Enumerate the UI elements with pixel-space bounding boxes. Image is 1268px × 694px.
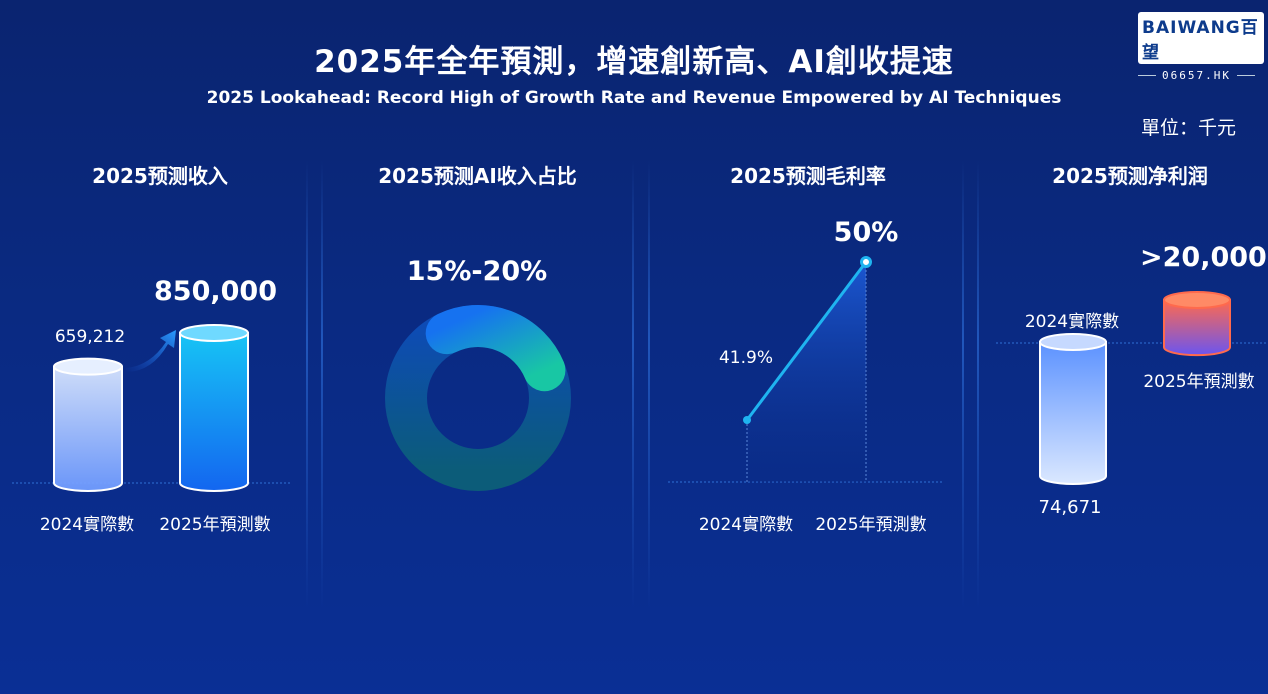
- ticker-symbol: 06657.HK: [1162, 69, 1231, 82]
- revenue-2024-value: 659,212: [54, 327, 126, 347]
- margin-area: [747, 262, 866, 482]
- ai-share-value: 15%-20%: [406, 256, 548, 287]
- profit-chart: [996, 291, 1268, 485]
- page-subtitle: 2025 Lookahead: Record High of Growth Ra…: [206, 88, 1062, 108]
- profit-section-title: 2025预测净利润: [1052, 164, 1208, 188]
- revenue-bar-0-body: [53, 365, 123, 492]
- growth-arrow-icon: [126, 330, 176, 372]
- profit-bar-0-body: [1039, 341, 1107, 485]
- profit-2025-value: >20,000: [1140, 242, 1267, 273]
- revenue-section-title: 2025预测收入: [92, 164, 228, 188]
- revenue-bar-1-top: [179, 324, 249, 342]
- margin-point-2025: [860, 256, 872, 268]
- ticker-line: 06657.HK: [1138, 69, 1264, 82]
- section-divider: [962, 160, 964, 610]
- revenue-x-label-2025: 2025年預測數: [159, 515, 271, 535]
- margin-line: [745, 261, 868, 421]
- brand-logo: BAIWANG百望 06657.HK: [1138, 12, 1264, 82]
- profit-x-label-2025: 2025年預測數: [1143, 372, 1255, 392]
- section-divider: [632, 160, 634, 610]
- margin-2025-value: 50%: [833, 217, 899, 248]
- section-divider: [306, 160, 308, 610]
- profit-x-label-2024: 2024實際數: [1024, 312, 1120, 332]
- revenue-bar-1-body: [179, 332, 249, 492]
- profit-bar-1-body: [1163, 299, 1231, 357]
- ticker-rule-right: [1236, 75, 1255, 76]
- revenue-bar-1: [179, 324, 249, 492]
- revenue-chart: [12, 324, 290, 492]
- profit-bar-0-top: [1039, 333, 1107, 351]
- brand-logo-mark: BAIWANG百望: [1138, 12, 1264, 64]
- section-divider: [977, 160, 979, 610]
- profit-bar-1: [1163, 291, 1231, 357]
- profit-bar-1-top: [1163, 291, 1231, 309]
- margin-point-2024: [743, 416, 751, 424]
- section-divider: [648, 160, 650, 610]
- profit-bar-0: [1039, 333, 1107, 485]
- unit-label: 單位：千元: [1140, 117, 1236, 139]
- margin-chart: [668, 256, 944, 483]
- revenue-bar-0: [53, 357, 123, 492]
- ai-share-section-title: 2025预测AI收入占比: [378, 164, 577, 188]
- revenue-bar-0-top: [53, 357, 123, 376]
- revenue-2025-value: 850,000: [154, 276, 277, 307]
- section-divider: [321, 160, 323, 610]
- brand-name: BAIWANG: [1142, 18, 1241, 38]
- brand-name-cn: 百望: [1142, 18, 1259, 63]
- ai-share-donut: [385, 305, 571, 491]
- revenue-x-label-2024: 2024實際數: [39, 515, 135, 535]
- margin-x-label-2024: 2024實際數: [698, 515, 794, 535]
- donut-segment-ai: [425, 305, 566, 392]
- margin-section-title: 2025预测毛利率: [730, 164, 886, 188]
- page-title: 2025年全年預測，增速創新高、AI創收提速: [314, 44, 954, 80]
- profit-2024-value: 74,671: [1038, 497, 1102, 518]
- margin-x-label-2025: 2025年預測數: [815, 515, 927, 535]
- ticker-rule-left: [1138, 75, 1156, 76]
- margin-2024-value: 41.9%: [718, 348, 773, 368]
